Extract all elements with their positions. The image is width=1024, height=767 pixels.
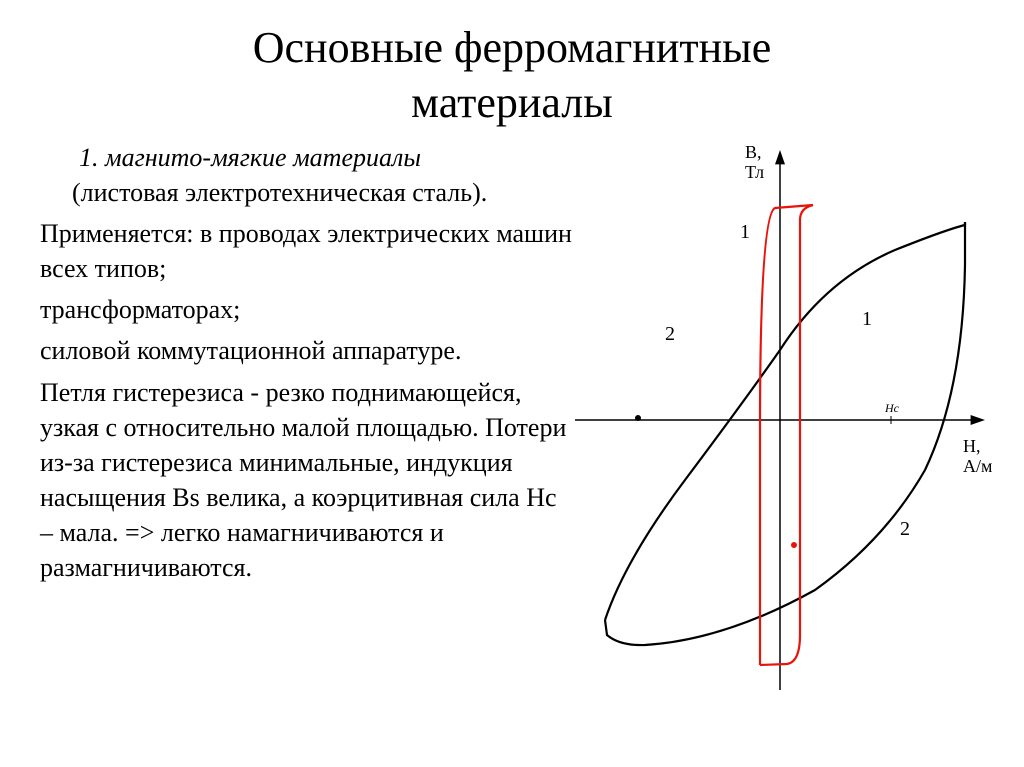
x-axis-label-1: H, [963,436,981,456]
hysteresis-chart: B, Тл H, A/м Hc 1 2 1 2 [565,130,1005,700]
text-column: 1. магнито-мягкие материалы (листовая эл… [40,140,575,591]
marker-dot [791,542,797,548]
hard-loop-lower [605,222,965,645]
paragraph-2: трансформаторах; [40,292,575,327]
hard-loop-upper [605,222,965,620]
curve-2-label-upper: 2 [665,323,675,345]
y-axis-label-2: Тл [745,162,764,182]
y-axis-arrow-icon [775,150,785,164]
paragraph-4: Петля гистерезиса - резко поднимающейся,… [40,375,575,586]
heading-sub: (листовая электротехническая сталь). [40,175,575,210]
x-axis-arrow-icon [971,415,985,425]
hard-loop [605,222,965,645]
heading-number: 1. [79,143,99,172]
title-line-2: материалы [411,78,613,127]
y-axis-label-1: B, [745,142,762,162]
heading-italic: магнито-мягкие материалы [105,143,421,172]
paragraph-1: Применяется: в проводах электрических ма… [40,216,575,286]
section-heading: 1. магнито-мягкие материалы (листовая эл… [40,140,575,210]
curve-2-label-lower: 2 [900,518,910,540]
page-title: Основные ферромагнитные материалы [0,0,1024,140]
title-line-1: Основные ферромагнитные [253,23,772,72]
curve-1-label-right: 1 [862,308,872,330]
paragraph-3: силовой коммутационной аппаратуре. [40,333,575,368]
axis-intersect-dot [635,415,641,421]
hc-label: Hc [884,401,900,415]
chart-column: B, Тл H, A/м Hc 1 2 1 2 [575,140,984,591]
x-axis-label-2: A/м [963,456,992,476]
curve-1-label-left: 1 [740,221,750,243]
content-row: 1. магнито-мягкие материалы (листовая эл… [0,140,1024,591]
